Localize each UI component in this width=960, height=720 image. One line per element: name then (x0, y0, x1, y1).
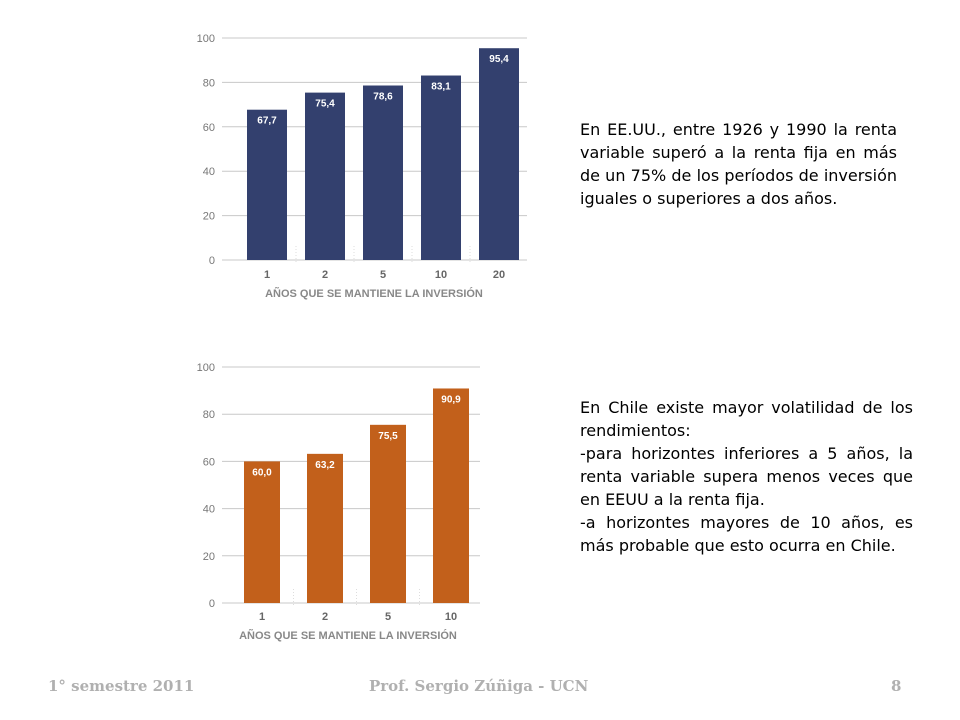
y-tick-label: 20 (203, 551, 215, 563)
y-tick-label: 0 (209, 255, 215, 267)
bar (244, 461, 280, 603)
bar (363, 85, 403, 261)
bar (479, 48, 519, 260)
bar (433, 388, 469, 603)
chile-description: En Chile existe mayor volatilidad de los… (580, 396, 913, 557)
bar (305, 92, 345, 260)
bar-value-label: 67,7 (257, 116, 277, 127)
x-tick-label: 20 (493, 269, 505, 281)
chile-description-intro: En Chile existe mayor volatilidad de los… (580, 398, 913, 440)
bar (307, 453, 343, 603)
bar-chart-chile: 0 20 40 60 80 100 60,0 1 63,2 2 75,5 5 90,9 10 AÑOS QU… (190, 350, 510, 650)
y-tick-label: 60 (203, 122, 215, 134)
y-tick-label: 100 (197, 33, 215, 45)
x-tick-label: 5 (380, 269, 386, 281)
footer-page-number: 8 (891, 677, 902, 695)
bar-chart-usa: 0 20 40 60 80 100 67,7 1 75,4 2 78,6 5 83,1 10 95,4 20 A… (190, 20, 540, 310)
x-tick-label: 1 (259, 611, 265, 623)
x-tick-label: 10 (445, 611, 457, 623)
x-tick-label: 5 (385, 611, 391, 623)
bar (370, 424, 406, 603)
y-tick-label: 60 (203, 456, 215, 468)
y-tick-label: 40 (203, 166, 215, 178)
bar-value-label: 83,1 (431, 82, 451, 93)
x-tick-label: 2 (322, 611, 328, 623)
x-tick-label: 1 (264, 269, 270, 281)
bar-value-label: 78,6 (373, 92, 393, 103)
bar-value-label: 90,9 (441, 394, 461, 405)
y-tick-label: 80 (203, 77, 215, 89)
chile-description-point-1: -para horizontes inferiores a 5 años, la… (580, 444, 913, 509)
y-tick-label: 100 (197, 362, 215, 374)
y-tick-label: 40 (203, 504, 215, 516)
chile-description-point-2: -a horizontes mayores de 10 años, es más… (580, 513, 913, 555)
y-tick-label: 20 (203, 211, 215, 223)
bar-value-label: 75,5 (378, 431, 398, 442)
y-tick-label: 80 (203, 409, 215, 421)
usa-description: En EE.UU., entre 1926 y 1990 la renta va… (580, 118, 897, 210)
bar-value-label: 60,0 (252, 467, 272, 478)
y-tick-label: 0 (209, 598, 215, 610)
x-tick-label: 10 (435, 269, 447, 281)
x-axis-title: AÑOS QUE SE MANTIENE LA INVERSIÓN (239, 629, 457, 642)
footer-semester: 1° semestre 2011 (48, 677, 195, 695)
footer-author: Prof. Sergio Zúñiga - UCN (369, 677, 589, 695)
bar-value-label: 63,2 (315, 460, 335, 471)
bar-chart-chile-svg: 0 20 40 60 80 100 60,0 1 63,2 2 75,5 5 90,9 10 AÑOS QU… (197, 362, 480, 642)
x-axis-title: AÑOS QUE SE MANTIENE LA INVERSIÓN (265, 287, 483, 300)
bar (247, 109, 287, 261)
bar-value-label: 95,4 (489, 54, 509, 65)
bar-chart-usa-svg: 0 20 40 60 80 100 67,7 1 75,4 2 78,6 5 83,1 10 95,4 20 A… (197, 33, 527, 300)
bar (421, 75, 461, 260)
usa-description-text: En EE.UU., entre 1926 y 1990 la renta va… (580, 120, 897, 208)
x-tick-label: 2 (322, 269, 328, 281)
bar-value-label: 75,4 (315, 99, 335, 110)
